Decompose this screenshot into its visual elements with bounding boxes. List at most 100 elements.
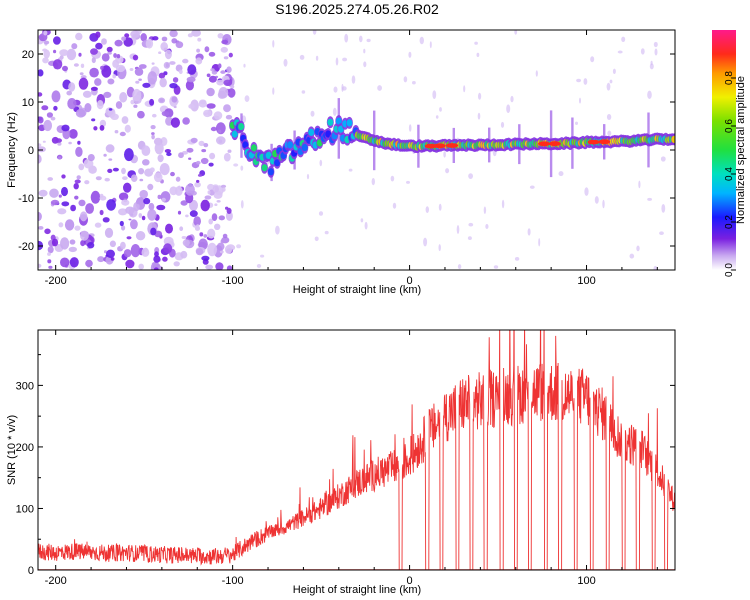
speckle [647, 90, 652, 100]
noise-blob [216, 136, 226, 145]
noise-blob [163, 243, 173, 254]
ridge-core [265, 151, 272, 159]
noise-blob [135, 80, 140, 84]
noise-blob [207, 190, 211, 195]
noise-blob [79, 211, 88, 222]
noise-blob [57, 208, 67, 215]
noise-blob [80, 75, 87, 79]
speckle [485, 224, 489, 229]
noise-blob [114, 39, 123, 47]
noise-blob [47, 259, 52, 264]
noise-blob [61, 174, 66, 179]
noise-blob [104, 227, 114, 238]
noise-blob [130, 30, 140, 39]
noise-blob [108, 158, 113, 161]
speckle [363, 61, 367, 68]
noise-blob [208, 162, 214, 167]
speckle [408, 51, 412, 58]
speckle [306, 173, 310, 180]
speckle [425, 206, 429, 214]
snr-frame [37, 329, 676, 571]
speckle [335, 57, 339, 66]
noise-blob [66, 48, 77, 61]
noise-blob [38, 143, 42, 147]
noise-blob [206, 87, 215, 97]
noise-blob [100, 65, 104, 70]
noise-blob [223, 152, 231, 162]
noise-blob [38, 154, 42, 164]
speckle [403, 76, 408, 83]
noise-blob [58, 222, 64, 228]
noise-blob [203, 109, 212, 118]
speckle [660, 156, 666, 162]
noise-blob [136, 200, 142, 205]
ridge-core [671, 135, 675, 143]
noise-blob [70, 204, 76, 212]
speckle [443, 151, 446, 158]
speckle [256, 264, 262, 268]
noise-blob [217, 63, 222, 69]
noise-blob [93, 126, 98, 131]
noise-blob [207, 242, 218, 257]
noise-blob [50, 116, 56, 121]
ridge-core [337, 125, 344, 133]
speckle [659, 231, 664, 235]
noise-blob [218, 215, 225, 221]
noise-blob [149, 167, 155, 173]
speckle [351, 75, 356, 84]
noise-blob [164, 49, 172, 60]
speckle [406, 180, 410, 184]
speckle [636, 245, 640, 252]
noise-blob [141, 215, 146, 221]
noise-blob [204, 195, 212, 200]
noise-blob [87, 154, 95, 162]
noise-blob [197, 174, 203, 177]
speckle [344, 33, 349, 43]
noise-blob [83, 158, 94, 169]
noise-blob [206, 103, 216, 109]
speckle [319, 159, 323, 167]
speckle [392, 202, 397, 209]
speckle [457, 264, 462, 270]
speckle [299, 54, 305, 60]
ridge-core [250, 144, 257, 152]
ridge-core [327, 118, 334, 126]
noise-blob [90, 86, 98, 91]
noise-blob [185, 214, 189, 218]
speckle [301, 90, 306, 94]
noise-blob [203, 234, 208, 238]
noise-blob [185, 183, 195, 196]
noise-blob [223, 56, 229, 60]
noise-blob [119, 220, 124, 227]
ridge-peak [424, 143, 437, 149]
noise-blob [75, 108, 86, 118]
noise-blob [209, 152, 216, 160]
noise-blob [158, 97, 166, 104]
noise-blob [137, 110, 145, 119]
noise-blob [208, 51, 216, 57]
ridge-peak [587, 139, 600, 145]
ridge-peak [538, 141, 551, 147]
spectrogram-frame [37, 29, 676, 271]
noise-blob [134, 67, 144, 76]
ridge-core [261, 164, 268, 172]
ridge-core [287, 141, 293, 149]
spectrogram-ytick-label: -20 [18, 241, 34, 253]
noise-blob [147, 71, 158, 85]
noise-blob [91, 118, 96, 122]
noise-blob [153, 267, 159, 270]
noise-blob [170, 117, 180, 128]
speckle [583, 78, 588, 85]
noise-blob [53, 49, 57, 54]
noise-blob [119, 209, 125, 214]
noise-blob [78, 52, 82, 57]
noise-blob [121, 225, 126, 231]
noise-blob [58, 194, 62, 198]
noise-blob [99, 209, 104, 216]
noise-blob [165, 223, 173, 234]
speckle [423, 237, 428, 247]
noise-blob [172, 77, 179, 83]
noise-blob [43, 40, 50, 45]
noise-blob [84, 180, 90, 185]
noise-blob [193, 216, 201, 227]
